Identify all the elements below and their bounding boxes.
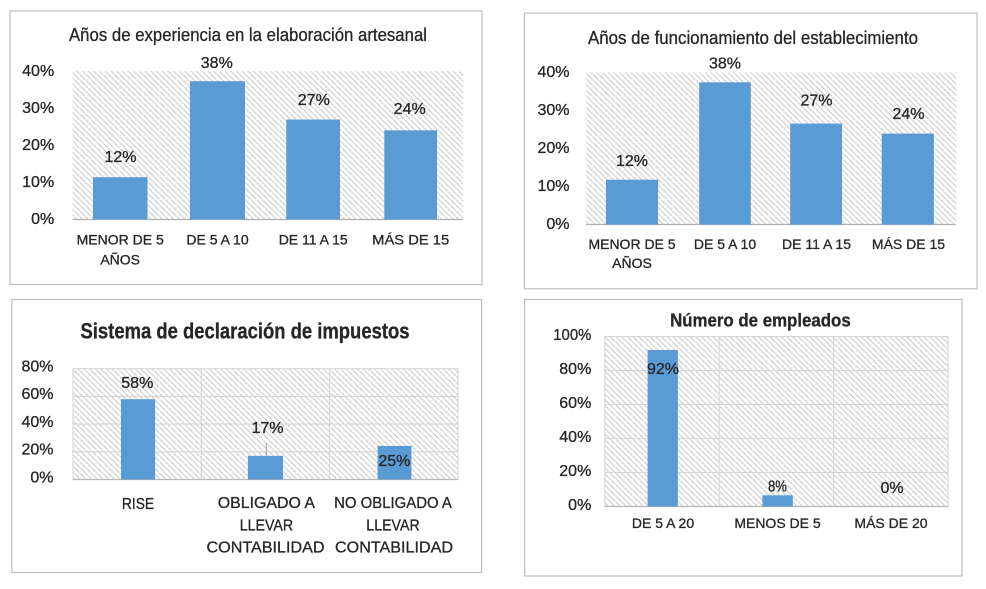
svg-text:10%: 10%	[537, 178, 569, 195]
svg-text:Años de experiencia en la elab: Años de experiencia en la elaboración ar…	[69, 24, 427, 45]
svg-text:60%: 60%	[21, 386, 53, 403]
svg-text:RISE: RISE	[122, 496, 154, 513]
svg-text:100%: 100%	[553, 327, 591, 344]
svg-text:0%: 0%	[31, 211, 54, 228]
svg-text:20%: 20%	[537, 140, 569, 157]
svg-text:MÁS DE 15: MÁS DE 15	[372, 231, 449, 247]
svg-text:Años de funcionamiento del est: Años de funcionamiento del establecimien…	[588, 28, 918, 48]
svg-text:24%: 24%	[892, 106, 924, 123]
svg-text:Sistema de declaración de impu: Sistema de declaración de impuestos	[81, 319, 410, 344]
svg-text:8%: 8%	[768, 479, 787, 496]
svg-text:20%: 20%	[21, 442, 53, 459]
svg-text:0%: 0%	[568, 497, 591, 514]
svg-text:CONTABILIDAD: CONTABILIDAD	[207, 539, 325, 556]
svg-text:DE 5 A 10: DE 5 A 10	[186, 231, 248, 247]
svg-text:0%: 0%	[880, 480, 903, 497]
svg-text:AÑOS: AÑOS	[612, 255, 652, 271]
svg-text:30%: 30%	[537, 102, 569, 119]
svg-text:Número de empleados: Número de empleados	[670, 310, 851, 330]
svg-text:MENOR DE 5: MENOR DE 5	[588, 236, 675, 252]
svg-text:12%: 12%	[616, 153, 648, 170]
svg-text:38%: 38%	[709, 56, 741, 73]
svg-text:40%: 40%	[537, 64, 569, 81]
svg-text:10%: 10%	[22, 174, 54, 191]
svg-text:20%: 20%	[559, 463, 591, 480]
svg-text:40%: 40%	[559, 429, 591, 446]
svg-text:MÁS DE 20: MÁS DE 20	[854, 515, 927, 531]
svg-text:DE 5 A 10: DE 5 A 10	[694, 236, 756, 252]
svg-text:12%: 12%	[104, 149, 136, 166]
svg-text:80%: 80%	[559, 361, 591, 378]
svg-text:CONTABILIDAD: CONTABILIDAD	[335, 539, 453, 556]
svg-text:LLEVAR: LLEVAR	[240, 518, 293, 535]
svg-text:OBLIGADO A: OBLIGADO A	[218, 495, 316, 512]
svg-text:0%: 0%	[546, 216, 569, 233]
svg-text:60%: 60%	[559, 395, 591, 412]
svg-text:DE 5 A 20: DE 5 A 20	[632, 515, 694, 531]
svg-text:27%: 27%	[298, 92, 330, 109]
svg-text:0%: 0%	[30, 469, 53, 486]
svg-text:DE 11 A 15: DE 11 A 15	[279, 231, 348, 247]
svg-text:30%: 30%	[22, 100, 54, 117]
svg-text:27%: 27%	[800, 93, 832, 110]
svg-text:AÑOS: AÑOS	[100, 252, 140, 268]
svg-text:40%: 40%	[22, 63, 54, 80]
svg-text:20%: 20%	[22, 137, 54, 154]
svg-text:NO OBLIGADO A: NO OBLIGADO A	[334, 495, 452, 512]
svg-text:38%: 38%	[201, 55, 233, 72]
svg-text:40%: 40%	[21, 414, 53, 431]
svg-text:92%: 92%	[647, 361, 679, 378]
svg-text:25%: 25%	[378, 453, 410, 470]
svg-text:MÁS DE 15: MÁS DE 15	[872, 236, 945, 252]
svg-text:24%: 24%	[394, 101, 426, 118]
svg-text:MENOS DE 5: MENOS DE 5	[734, 515, 821, 531]
svg-text:58%: 58%	[121, 375, 153, 392]
svg-text:DE 11 A 15: DE 11 A 15	[782, 236, 851, 252]
svg-text:LLEVAR: LLEVAR	[366, 518, 419, 535]
svg-text:17%: 17%	[251, 420, 283, 437]
svg-text:80%: 80%	[21, 359, 53, 376]
svg-text:MENOR DE 5: MENOR DE 5	[77, 231, 164, 247]
